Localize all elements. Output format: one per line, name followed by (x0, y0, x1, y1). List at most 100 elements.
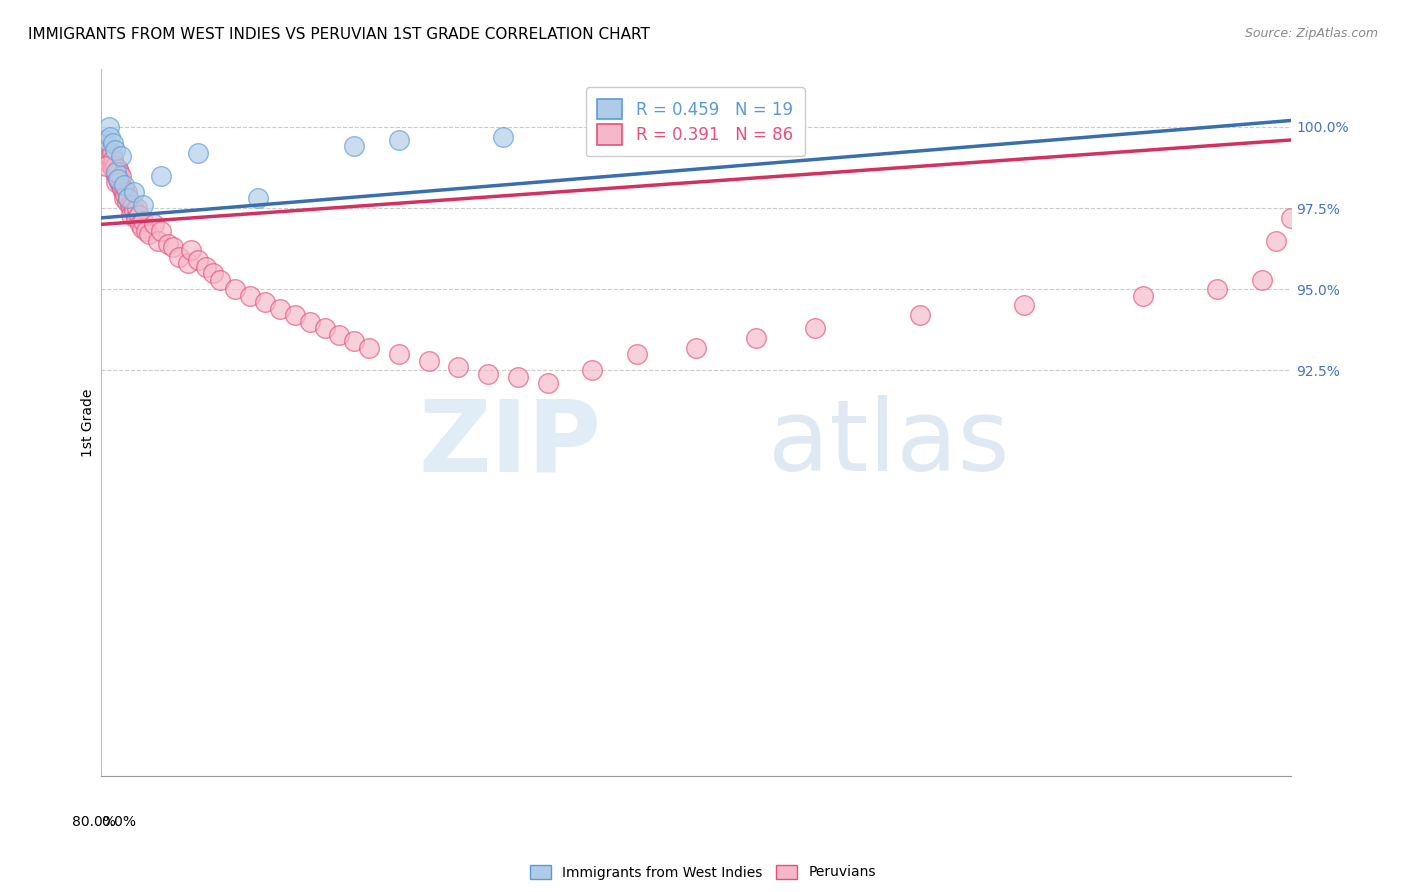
Point (110, 169, 132, 183)
Point (202, 266, 225, 280)
Point (1279, 211, 1302, 225)
Point (239, 289, 262, 303)
Point (104, 165, 127, 179)
Point (180, 244, 202, 258)
Y-axis label: 1st Grade: 1st Grade (80, 388, 94, 457)
Point (655, 120, 678, 134)
Point (94, 133, 117, 147)
Point (120, 208, 142, 222)
Point (105, 169, 128, 183)
Point (97, 155, 120, 169)
Point (187, 253, 209, 268)
Point (96, 143, 118, 157)
Point (254, 295, 277, 310)
Point (112, 191, 135, 205)
Point (745, 331, 768, 345)
Point (122, 204, 145, 219)
Point (105, 175, 128, 189)
Point (477, 367, 499, 381)
Point (117, 191, 139, 205)
Point (581, 363, 603, 377)
Point (97, 145, 120, 160)
Point (1250, 272, 1272, 286)
Point (117, 191, 139, 205)
Point (96, 149, 118, 163)
Point (104, 159, 127, 173)
Point (162, 240, 184, 254)
Point (101, 145, 124, 160)
Point (131, 220, 153, 235)
Point (388, 133, 411, 147)
Point (114, 188, 136, 202)
Point (94, 143, 117, 157)
Point (132, 214, 155, 228)
Point (343, 139, 366, 153)
Legend: R = 0.459   N = 19, R = 0.391   N = 86: R = 0.459 N = 19, R = 0.391 N = 86 (586, 87, 804, 156)
Point (100, 149, 122, 163)
Point (224, 282, 246, 296)
Point (685, 341, 707, 355)
Point (328, 327, 350, 342)
Point (91, 145, 114, 160)
Point (187, 145, 209, 160)
Point (1265, 234, 1288, 248)
Point (492, 129, 515, 144)
Text: IMMIGRANTS FROM WEST INDIES VS PERUVIAN 1ST GRADE CORRELATION CHART: IMMIGRANTS FROM WEST INDIES VS PERUVIAN … (28, 27, 650, 42)
Point (107, 172, 129, 186)
Point (103, 136, 125, 151)
Point (118, 198, 141, 212)
Point (343, 334, 366, 349)
Point (108, 175, 131, 189)
Point (142, 217, 165, 231)
Point (1012, 298, 1035, 312)
Point (110, 149, 132, 163)
Point (194, 260, 217, 274)
Point (149, 169, 172, 183)
Point (177, 256, 200, 270)
Point (135, 224, 157, 238)
Point (111, 181, 134, 195)
Point (100, 129, 122, 144)
Point (246, 191, 269, 205)
Point (104, 143, 127, 157)
Point (418, 353, 440, 368)
Point (269, 301, 291, 316)
Point (626, 347, 648, 361)
Point (107, 172, 129, 186)
Point (908, 308, 931, 322)
Point (146, 234, 169, 248)
Point (129, 217, 152, 231)
Text: Source: ZipAtlas.com: Source: ZipAtlas.com (1244, 27, 1378, 40)
Point (108, 165, 131, 179)
Point (125, 211, 148, 225)
Point (1132, 289, 1154, 303)
Point (209, 272, 232, 286)
Point (447, 360, 470, 375)
Point (100, 153, 122, 167)
Point (97, 120, 120, 134)
Point (128, 208, 150, 222)
Point (112, 185, 135, 199)
Point (112, 178, 135, 193)
Point (103, 153, 125, 167)
Point (94, 153, 117, 167)
Point (93, 139, 115, 153)
Point (537, 376, 560, 391)
Point (138, 227, 160, 241)
Point (94, 159, 117, 173)
Point (93, 136, 115, 151)
Point (132, 198, 155, 212)
Point (157, 236, 180, 251)
Point (388, 347, 411, 361)
Point (115, 194, 138, 209)
Point (506, 370, 529, 384)
Point (120, 201, 142, 215)
Text: 0.0%: 0.0% (101, 815, 136, 829)
Point (121, 198, 143, 212)
Point (314, 321, 336, 335)
Point (167, 250, 190, 264)
Point (110, 178, 132, 193)
Point (115, 185, 138, 199)
Point (1206, 282, 1229, 296)
Point (105, 165, 128, 179)
